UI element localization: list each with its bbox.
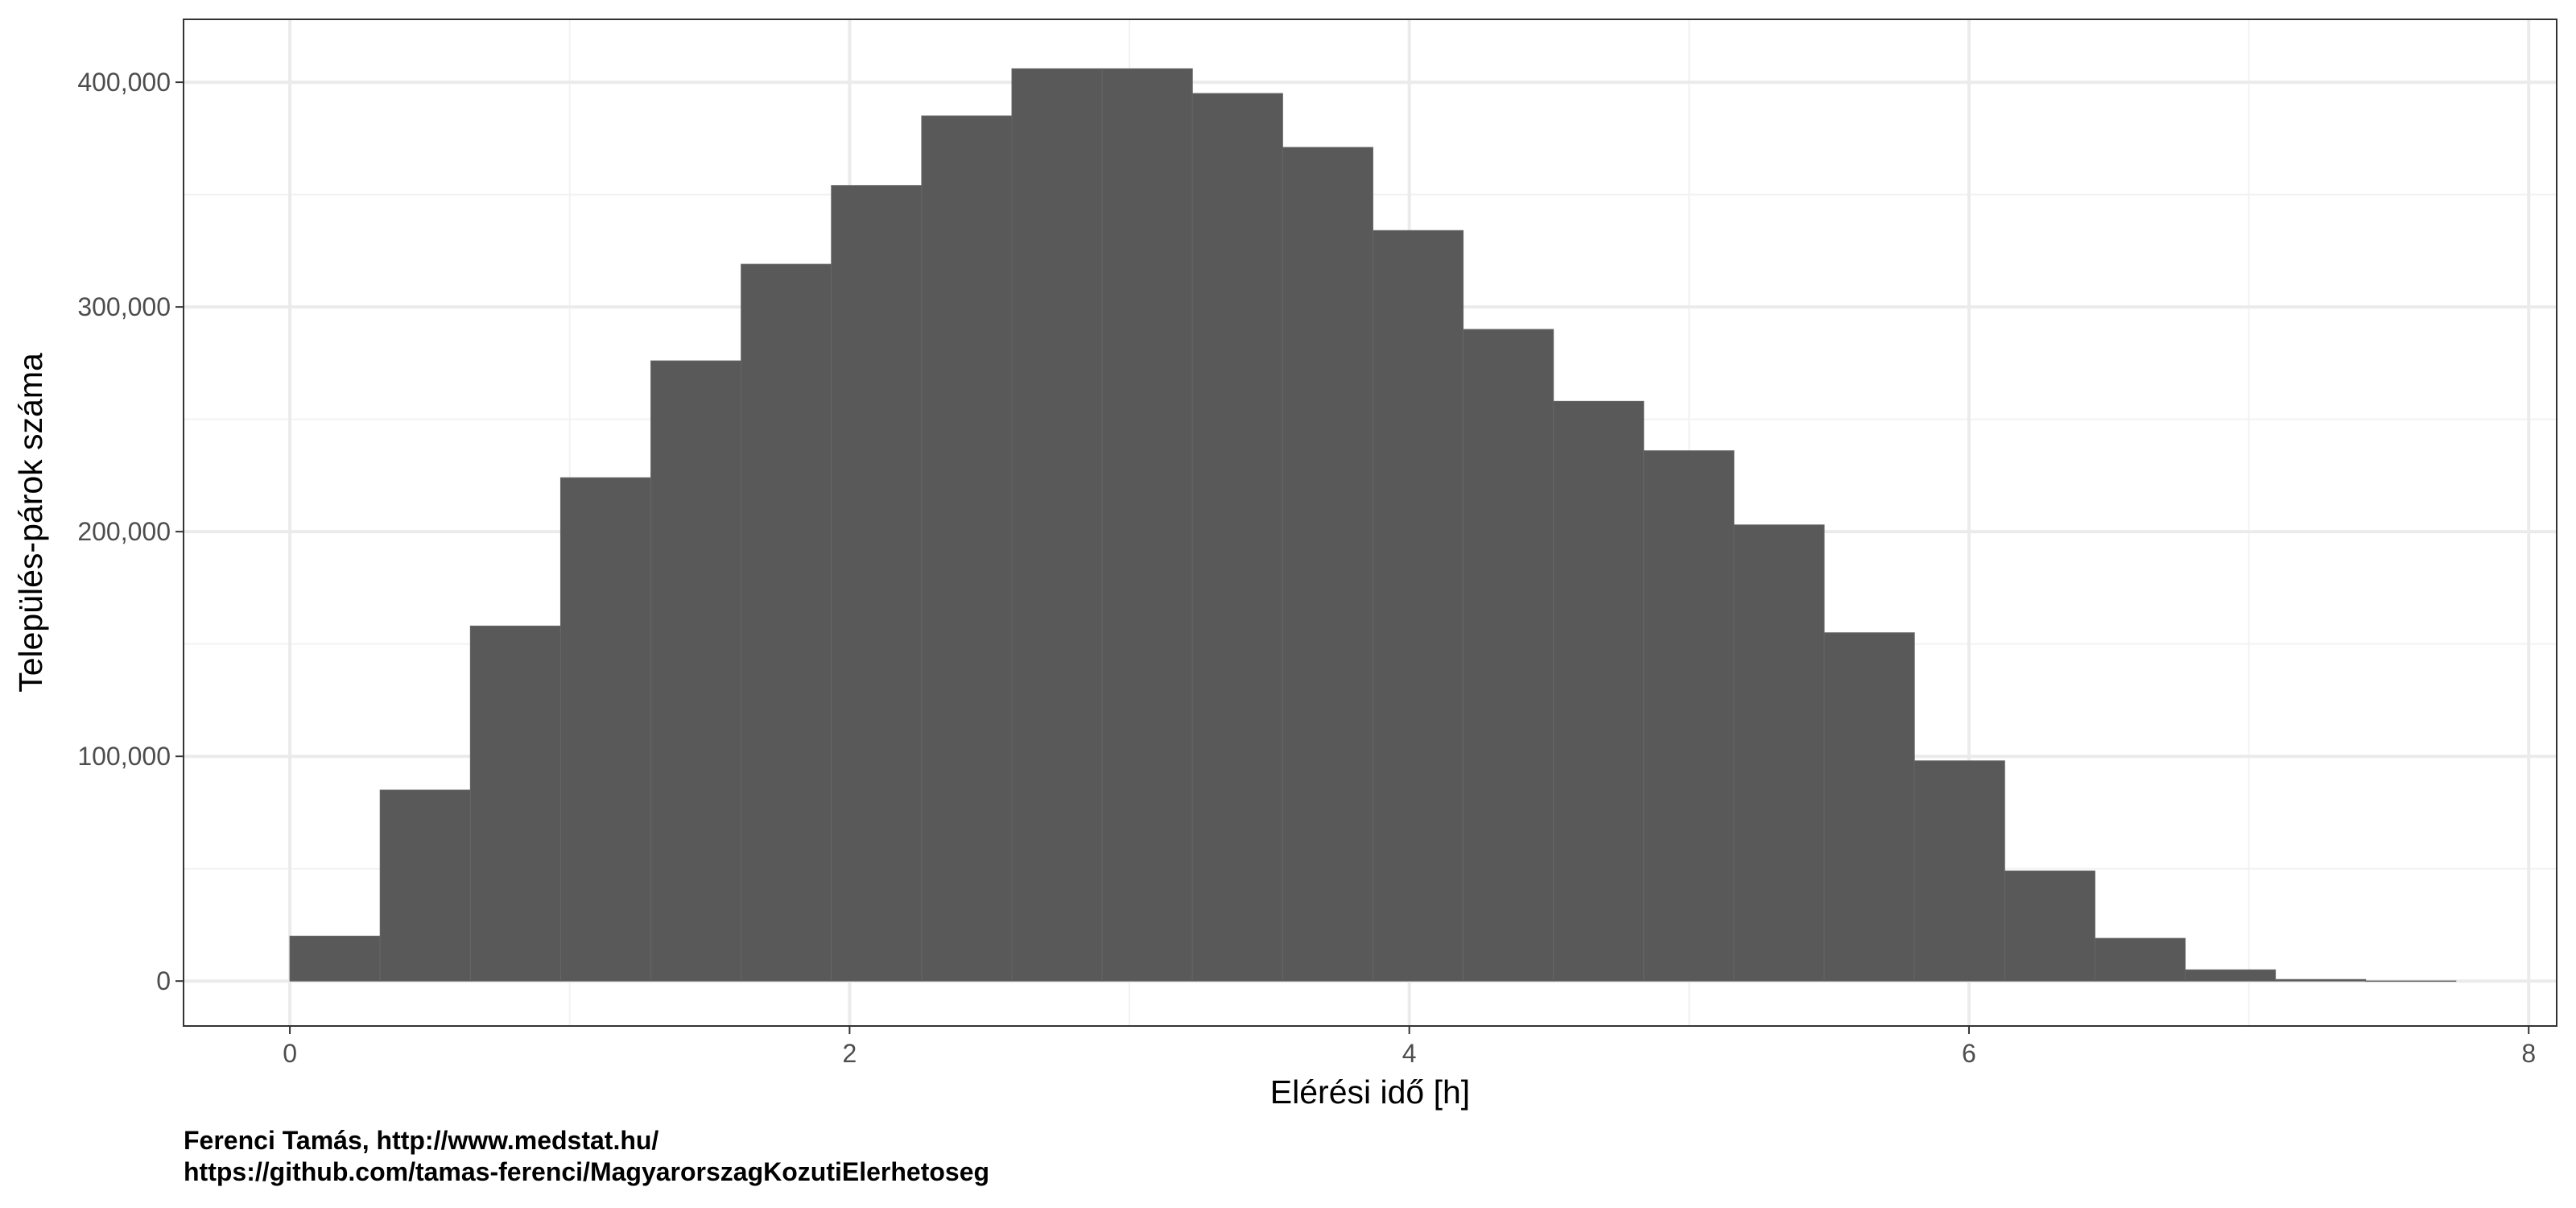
- x-tick-label: 8: [2521, 1039, 2536, 1068]
- histogram-bar-10: [1101, 68, 1193, 982]
- y-axis-ticks: 0 100,000 200,000 300,000 400,000: [77, 68, 184, 995]
- histogram-bars: [289, 68, 2457, 983]
- histogram-bar-12: [1282, 147, 1373, 982]
- histogram-bar-20: [2004, 870, 2095, 982]
- x-tick-label: 6: [1962, 1039, 1976, 1068]
- histogram-bar-17: [1733, 524, 1825, 982]
- histogram-bar-16: [1643, 450, 1735, 982]
- caption-credit: Ferenci Tamás, http://www.medstat.hu/: [184, 1126, 659, 1155]
- histogram-bar-4: [559, 477, 652, 982]
- x-axis-ticks: 0 2 4 6 8: [283, 1026, 2536, 1068]
- histogram-bar-7: [831, 184, 923, 982]
- y-axis-title: Település-párok száma: [12, 353, 49, 693]
- x-axis-title: Elérési idő [h]: [1270, 1074, 1470, 1111]
- caption-repository: https://github.com/tamas-ferenci/Magyaro…: [184, 1157, 990, 1186]
- histogram-bar-18: [1823, 632, 1915, 982]
- histogram-bar-1: [289, 935, 381, 982]
- histogram-bar-24: [2365, 980, 2457, 983]
- histogram-bar-8: [921, 115, 1013, 982]
- histogram-bar-22: [2185, 969, 2277, 982]
- histogram-bar-11: [1191, 93, 1283, 982]
- y-tick-label: 0: [156, 966, 171, 995]
- histogram-bar-5: [650, 360, 742, 982]
- y-tick-label: 400,000: [77, 68, 171, 97]
- histogram-bar-9: [1011, 68, 1103, 982]
- y-tick-label: 100,000: [77, 742, 171, 771]
- histogram-bar-23: [2275, 978, 2367, 982]
- x-tick-label: 4: [1402, 1039, 1417, 1068]
- panel-border: [183, 19, 2557, 1027]
- histogram-bar-14: [1463, 329, 1554, 982]
- x-tick-label: 0: [283, 1039, 297, 1068]
- histogram-bar-19: [1913, 760, 2005, 982]
- x-tick-label: 2: [842, 1039, 857, 1068]
- histogram-bar-15: [1553, 400, 1645, 982]
- histogram-bar-3: [469, 625, 561, 982]
- histogram-bar-6: [741, 263, 832, 982]
- histogram-bar-2: [379, 789, 471, 982]
- y-tick-label: 200,000: [77, 517, 171, 546]
- y-tick-label: 300,000: [77, 292, 171, 321]
- histogram-bar-21: [2094, 937, 2186, 982]
- histogram-bar-13: [1372, 230, 1464, 982]
